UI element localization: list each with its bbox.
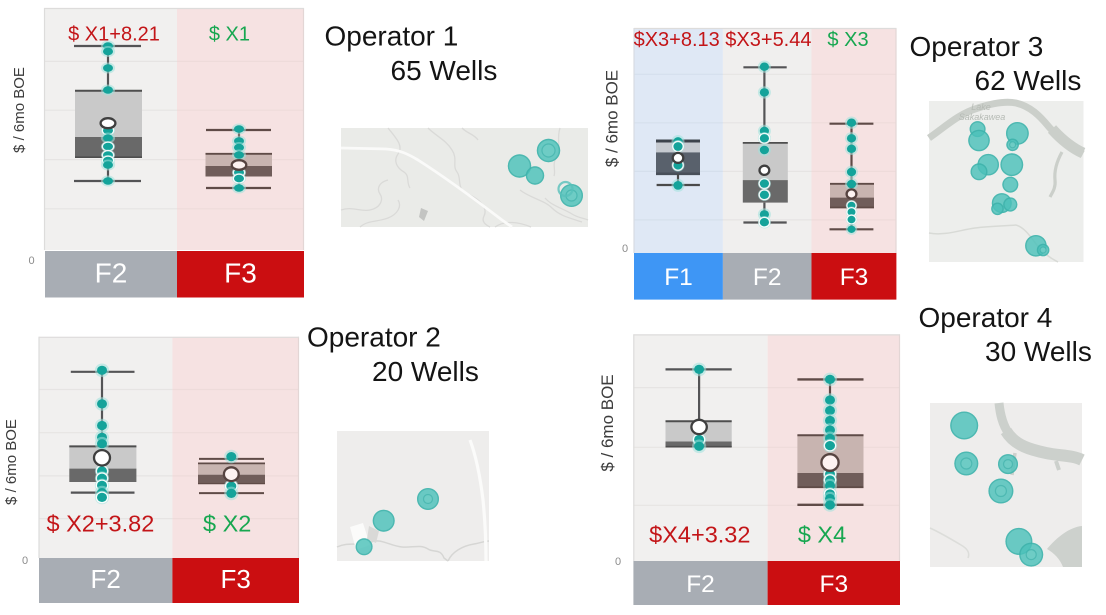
svg-text:$ / 6mo BOE: $ / 6mo BOE	[11, 67, 28, 153]
svg-text:$ X2: $ X2	[203, 511, 251, 537]
svg-text:$ X3: $ X3	[827, 29, 868, 51]
svg-text:Sakakawea: Sakakawea	[959, 112, 1006, 122]
svg-text:F1: F1	[664, 264, 693, 291]
svg-text:F3: F3	[820, 571, 849, 598]
svg-text:$X3+5.44: $X3+5.44	[725, 29, 811, 51]
svg-text:Operator 3: Operator 3	[910, 31, 1044, 62]
svg-text:F2: F2	[95, 258, 128, 289]
svg-text:$ X1+8.21: $ X1+8.21	[68, 23, 160, 45]
svg-text:$ X4: $ X4	[798, 522, 846, 548]
svg-text:$ / 6mo BOE: $ / 6mo BOE	[603, 70, 622, 167]
svg-text:$X4+3.32: $X4+3.32	[649, 522, 750, 548]
svg-text:62 Wells: 62 Wells	[975, 65, 1082, 96]
svg-text:F2: F2	[91, 564, 121, 594]
svg-text:$ X1: $ X1	[209, 23, 250, 45]
svg-text:0: 0	[22, 555, 28, 567]
svg-text:20 Wells: 20 Wells	[372, 356, 479, 387]
svg-text:Lake: Lake	[971, 102, 991, 112]
svg-text:0: 0	[622, 243, 628, 255]
svg-text:0: 0	[28, 255, 34, 267]
svg-text:F3: F3	[840, 264, 869, 291]
svg-text:Operator 2: Operator 2	[307, 322, 441, 353]
svg-text:Operator 1: Operator 1	[325, 21, 459, 52]
svg-text:0: 0	[615, 556, 621, 568]
svg-text:F2: F2	[686, 571, 715, 598]
svg-text:Operator 4: Operator 4	[919, 302, 1053, 333]
svg-text:$ / 6mo BOE: $ / 6mo BOE	[598, 374, 617, 471]
svg-text:$ X2+3.82: $ X2+3.82	[46, 511, 154, 537]
svg-text:F3: F3	[224, 258, 257, 289]
svg-text:$ / 6mo BOE: $ / 6mo BOE	[3, 419, 20, 505]
svg-text:F3: F3	[221, 564, 251, 594]
svg-text:30 Wells: 30 Wells	[985, 336, 1092, 367]
svg-text:F2: F2	[753, 264, 782, 291]
svg-text:65 Wells: 65 Wells	[391, 55, 498, 86]
svg-text:$X3+8.13: $X3+8.13	[634, 29, 720, 51]
